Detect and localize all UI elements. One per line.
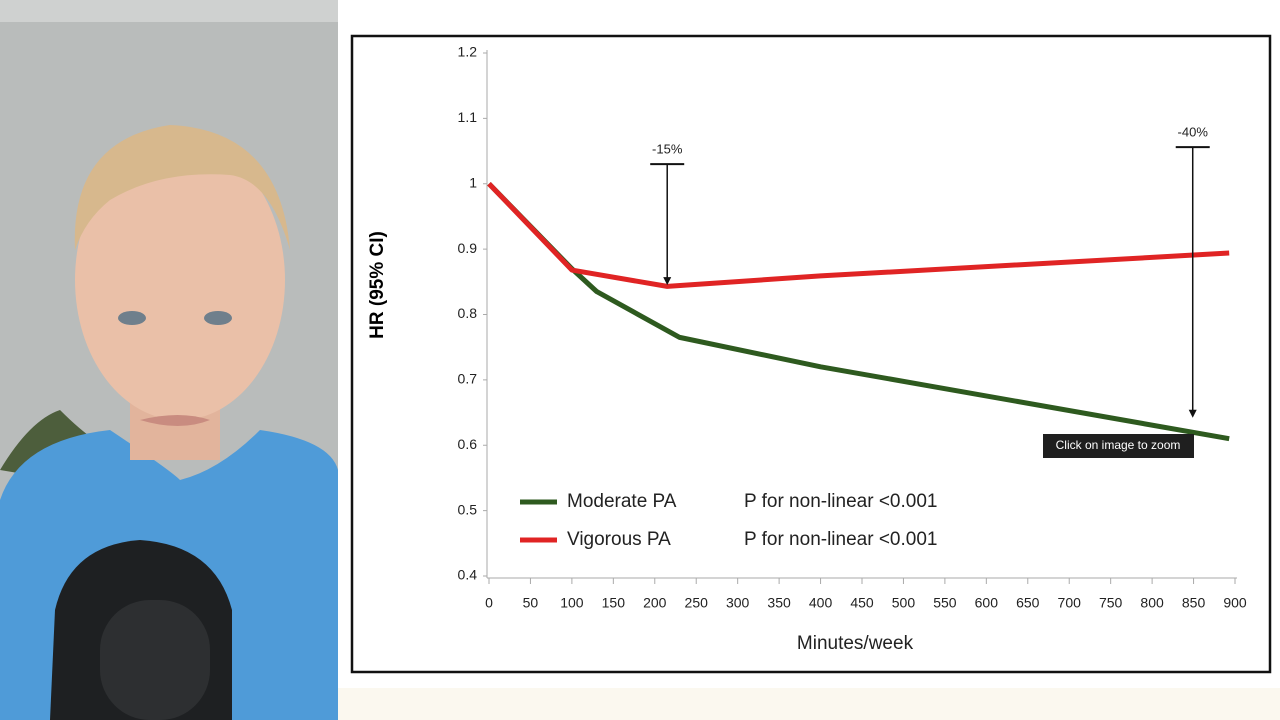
arrow-head: [1188, 409, 1197, 418]
x-tick-label: 650: [1016, 595, 1040, 611]
webcam-video: [0, 0, 338, 720]
y-tick-label: 1: [469, 174, 477, 190]
hair: [74, 125, 290, 250]
wall-light: [0, 0, 338, 22]
arrow-head: [663, 277, 672, 286]
series-line: [487, 182, 1230, 289]
face: [75, 140, 285, 420]
legend-label: Moderate PA: [567, 491, 677, 512]
x-tick-label: 300: [726, 595, 750, 611]
y-tick-label: 0.4: [458, 567, 478, 583]
eye: [118, 311, 146, 325]
x-tick-label: 600: [975, 595, 999, 611]
x-tick-label: 100: [560, 595, 584, 611]
chart-frame[interactable]: [350, 34, 1272, 674]
annotation-label: -40%: [1178, 125, 1209, 140]
footer-strip: [338, 688, 1280, 720]
chart: HR (95% CI) Minutes/week 0.4 0.5 0.6 0.7 0.8…: [367, 44, 1247, 654]
x-tick-label: 700: [1058, 595, 1082, 611]
x-tick-label: 500: [892, 595, 916, 611]
microphone: [100, 600, 210, 720]
x-tick-label: 200: [643, 595, 667, 611]
x-tick-label: 400: [809, 595, 833, 611]
x-tick-label: 900: [1223, 595, 1247, 611]
annotation-label: -15%: [652, 142, 683, 157]
zoom-tooltip: Click on image to zoom: [1043, 434, 1194, 458]
y-tick-label: 0.5: [458, 501, 478, 517]
x-tick-label: 450: [850, 595, 874, 611]
x-tick-label: 0: [485, 595, 493, 611]
y-tick-label: 0.8: [458, 305, 478, 321]
x-tick-label: 750: [1099, 595, 1123, 611]
x-tick-label: 850: [1182, 595, 1206, 611]
tooltip-text: Click on image to zoom: [1056, 438, 1181, 452]
eye: [204, 311, 232, 325]
x-tick-label: 800: [1140, 595, 1164, 611]
x-tick-label: 250: [685, 595, 709, 611]
mouth: [140, 415, 210, 426]
x-tick-label: 50: [523, 595, 539, 611]
tooltip-box: [1043, 434, 1194, 458]
y-tick-label: 0.7: [458, 371, 478, 387]
x-tick-label: 350: [767, 595, 791, 611]
y-tick-label: 0.9: [458, 240, 478, 256]
x-tick-label: 150: [602, 595, 626, 611]
y-tick-label: 1.2: [458, 44, 478, 60]
y-axis-label: HR (95% CI): [367, 231, 388, 339]
y-tick-label: 0.6: [458, 436, 478, 452]
legend-note: P for non-linear <0.001: [744, 491, 937, 512]
x-axis-label: Minutes/week: [797, 633, 914, 654]
x-tick-label: 550: [933, 595, 957, 611]
legend-label: Vigorous PA: [567, 529, 671, 550]
legend-note: P for non-linear <0.001: [744, 529, 937, 550]
y-tick-label: 1.1: [458, 109, 478, 125]
